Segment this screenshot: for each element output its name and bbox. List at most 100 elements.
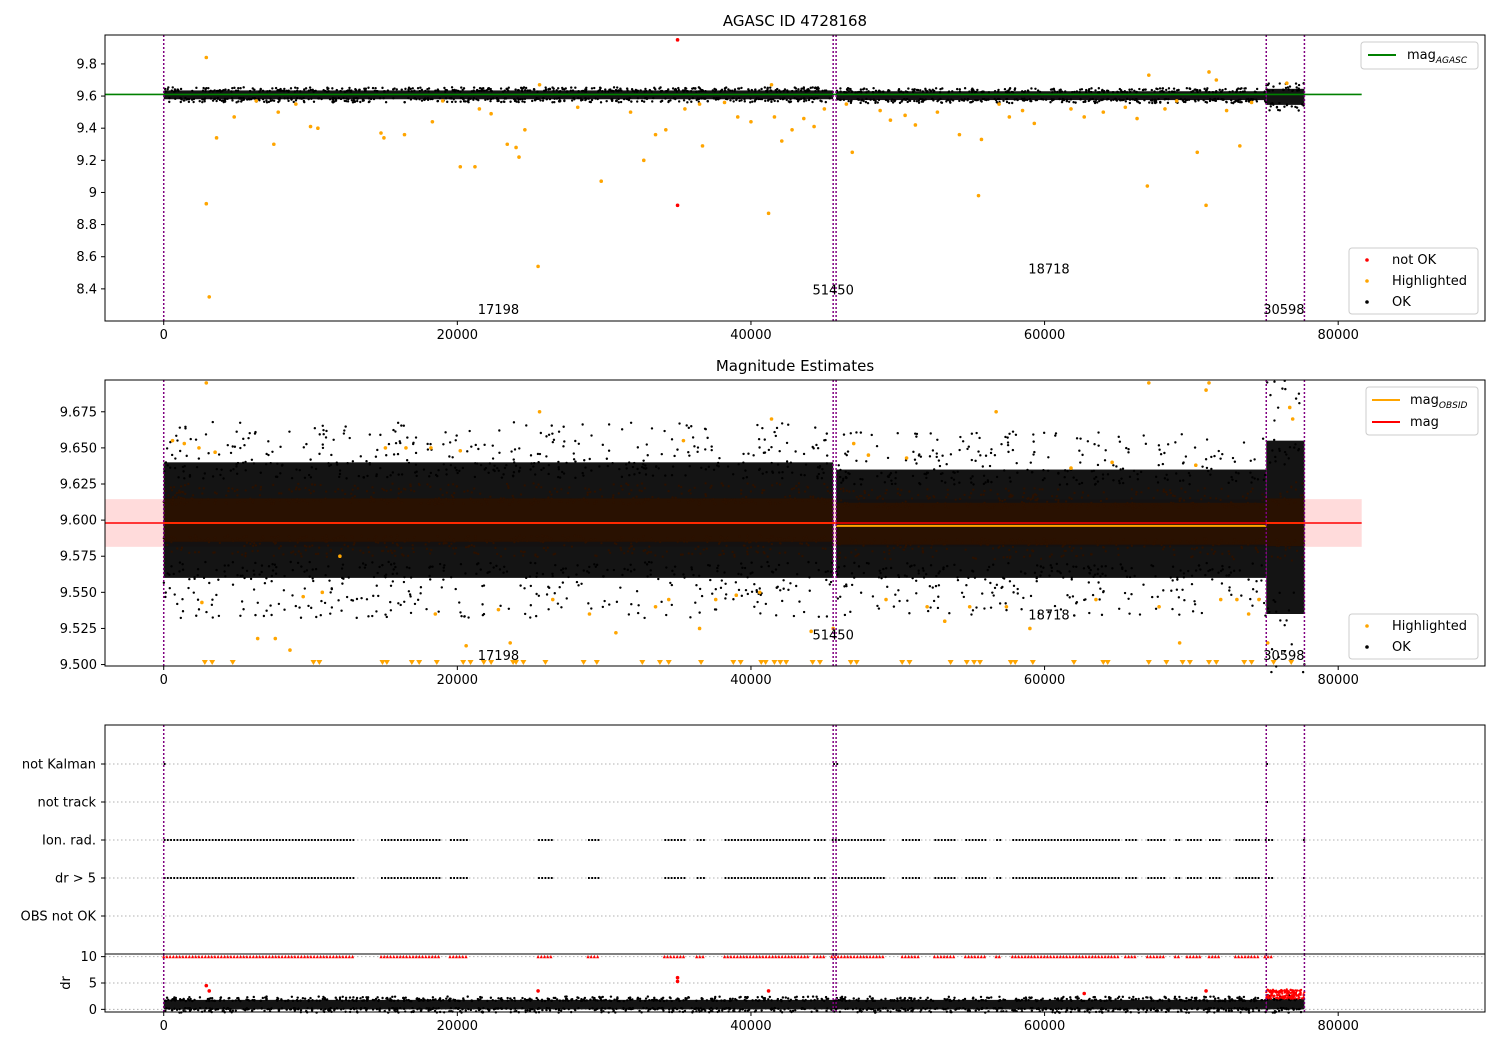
ok-point (1152, 496, 1155, 500)
ok-point (505, 498, 509, 502)
ok-point (742, 501, 745, 505)
ok-point (1049, 101, 1052, 104)
ok-point (518, 466, 522, 470)
ok-point (605, 457, 609, 460)
ok-point (446, 100, 449, 104)
ok-point (625, 467, 628, 470)
y-tick-label: 9.525 (60, 622, 97, 637)
ok-point (987, 565, 991, 569)
ok-point (624, 463, 628, 466)
ok-point (893, 99, 897, 102)
ok-point (880, 471, 883, 475)
ok-point (994, 98, 998, 102)
ok-point (1218, 88, 1221, 92)
ok-point (849, 610, 852, 614)
ok-point (671, 465, 675, 468)
ok-point (385, 545, 388, 549)
ok-point (590, 434, 593, 437)
ok-point (725, 544, 728, 548)
ok-point (1029, 498, 1032, 501)
ok-point (951, 99, 955, 102)
ok-point (742, 452, 745, 456)
ok-point (1302, 542, 1305, 545)
ok-point (895, 502, 898, 505)
ok-point (1251, 476, 1254, 479)
ok-point (779, 97, 782, 101)
ok-point (521, 539, 524, 542)
ok-point (258, 573, 261, 576)
ok-point (758, 446, 761, 449)
flag-point (1128, 839, 1131, 841)
flag-point (769, 839, 772, 841)
ok-point (969, 502, 972, 505)
ok-point (732, 598, 735, 601)
ok-point (1158, 87, 1162, 90)
ok-point (324, 490, 328, 493)
ok-point (179, 496, 183, 500)
ok-point (498, 451, 501, 454)
ok-point (309, 492, 313, 495)
ok-point (928, 585, 932, 588)
ok-point (611, 461, 614, 465)
ok-point (342, 96, 345, 100)
ok-point (208, 581, 211, 585)
flag-point (1111, 839, 1114, 841)
ok-point (611, 496, 615, 499)
ok-point (980, 537, 983, 541)
ok-point (616, 539, 620, 542)
ok-point (989, 451, 993, 455)
ok-point (658, 540, 662, 544)
ok-point (452, 547, 455, 550)
ok-point (474, 443, 477, 447)
ok-point (982, 493, 985, 496)
flag-point (182, 839, 185, 841)
ok-point (1050, 553, 1053, 556)
ok-point (1008, 556, 1012, 560)
ok-point (377, 594, 380, 598)
ok-point (1193, 548, 1196, 551)
ok-point (1162, 589, 1165, 592)
ok-point (670, 583, 674, 587)
ok-point (1022, 596, 1025, 600)
ok-point (243, 576, 246, 580)
scatter-point (790, 127, 794, 132)
ok-point (814, 561, 818, 565)
ok-point (464, 572, 467, 575)
ok-point (1028, 98, 1032, 101)
ok-point (270, 613, 273, 617)
ok-point (533, 462, 536, 465)
flag-point (950, 839, 953, 841)
ok-point (747, 88, 750, 91)
ok-point (569, 89, 573, 92)
flag-point (1069, 839, 1072, 841)
ok-point (477, 552, 480, 556)
ok-point (1102, 502, 1106, 506)
ok-point (403, 101, 406, 104)
ok-point (802, 87, 805, 90)
ok-point (502, 571, 505, 574)
ok-point (1096, 504, 1099, 507)
ok-point (436, 535, 439, 538)
ok-point (929, 606, 932, 609)
ok-point (314, 567, 318, 571)
ok-point (886, 456, 890, 460)
ok-point (174, 503, 178, 506)
ok-point (530, 462, 533, 465)
ok-point (1090, 553, 1093, 556)
ok-point (781, 477, 784, 480)
ok-point (452, 491, 456, 495)
flag-point (1267, 877, 1270, 879)
ok-point (1027, 497, 1030, 500)
ok-point (908, 996, 911, 1000)
ok-point (1006, 506, 1009, 509)
ok-point (825, 578, 828, 582)
ok-point (1287, 457, 1290, 460)
flag-category-label: not Kalman (22, 758, 96, 773)
ok-point (737, 463, 740, 466)
ok-point (842, 490, 845, 493)
ok-point (921, 567, 925, 570)
ok-point (642, 459, 645, 462)
ok-point (926, 471, 930, 475)
ok-point (1009, 503, 1013, 506)
